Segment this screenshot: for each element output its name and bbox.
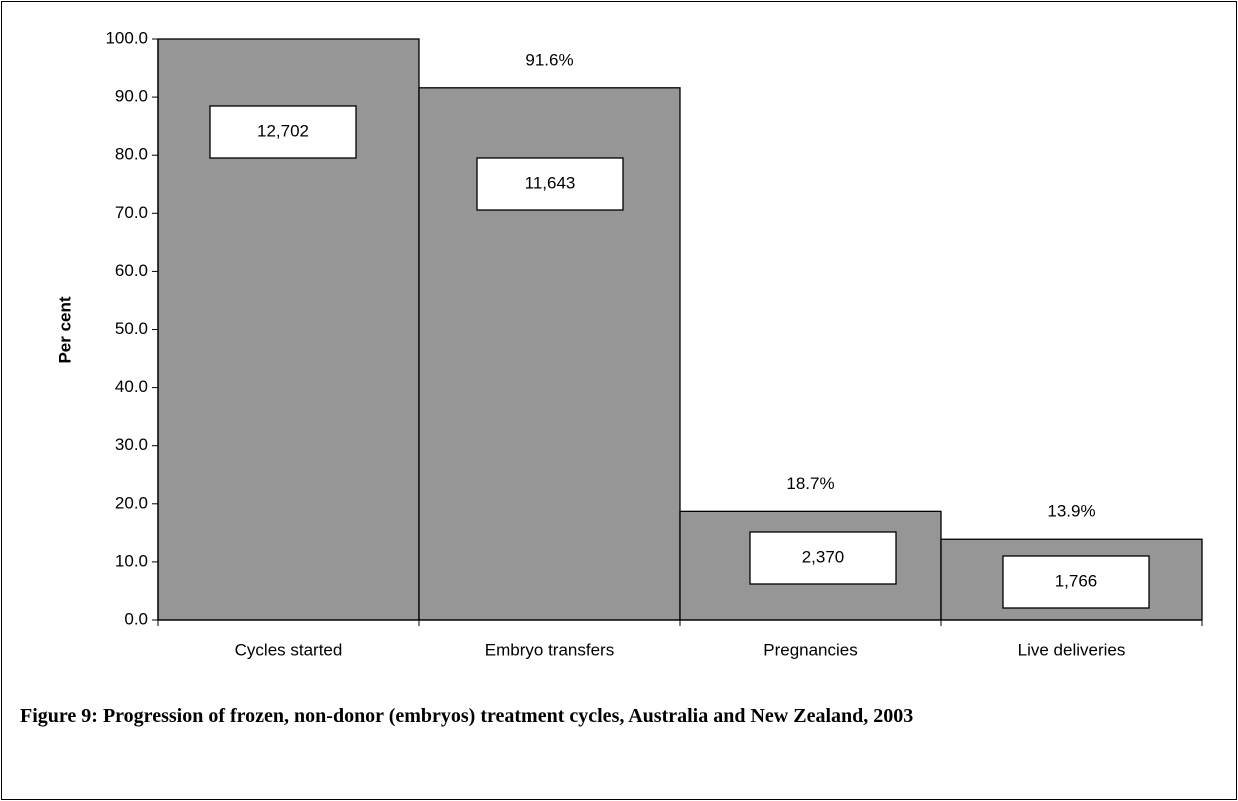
x-tick-label: Embryo transfers: [485, 640, 614, 659]
y-tick-label: 80.0: [115, 145, 148, 164]
count-box: [1002, 555, 1150, 609]
y-axis-label: Per cent: [55, 296, 74, 363]
count-box: [209, 105, 357, 159]
count-label: 2,370: [802, 547, 845, 566]
value-label: 91.6%: [525, 50, 573, 69]
y-tick-label: 10.0: [115, 551, 148, 570]
x-tick-label: Pregnancies: [763, 640, 858, 659]
y-tick-label: 30.0: [115, 435, 148, 454]
y-tick-label: 90.0: [115, 87, 148, 106]
y-tick-label: 40.0: [115, 377, 148, 396]
x-tick-label: Cycles started: [235, 640, 343, 659]
y-tick-label: 100.0: [105, 28, 148, 47]
count-label: 1,766: [1055, 571, 1098, 590]
y-tick-label: 70.0: [115, 203, 148, 222]
y-tick-label: 50.0: [115, 319, 148, 338]
x-tick-label: Live deliveries: [1018, 640, 1126, 659]
count-box: [749, 531, 897, 585]
chart-title: Figure 9: Progression of frozen, non-don…: [20, 705, 914, 727]
y-tick-label: 20.0: [115, 493, 148, 512]
y-tick-label: 0.0: [124, 609, 148, 628]
y-tick-label: 60.0: [115, 261, 148, 280]
count-label: 12,702: [257, 121, 309, 140]
count-box: [476, 157, 624, 211]
value-label: 18.7%: [786, 474, 834, 493]
count-label: 11,643: [525, 173, 576, 192]
value-label: 13.9%: [1047, 502, 1095, 521]
